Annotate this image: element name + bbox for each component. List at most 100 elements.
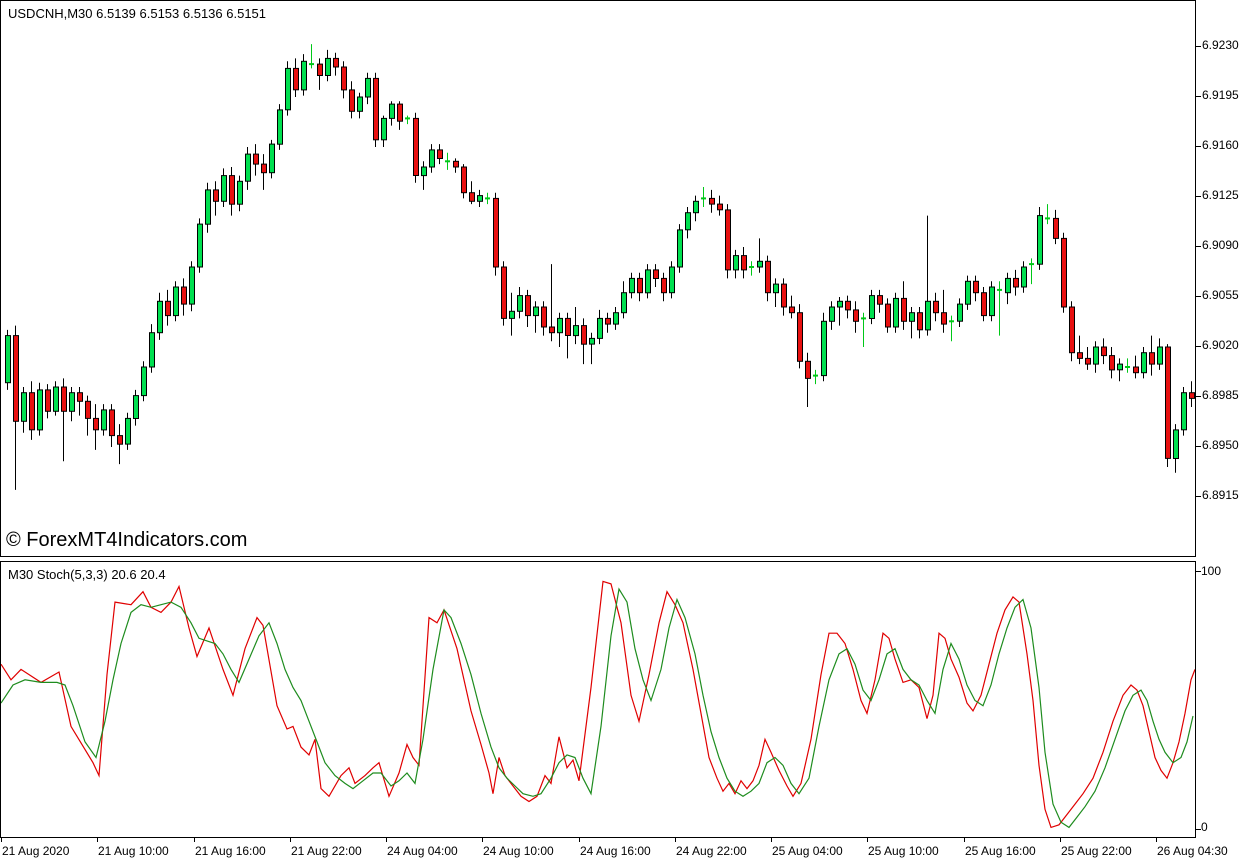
candle [141,361,147,402]
time-axis-label: 25 Aug 16:00 [965,844,1036,858]
candle [173,281,179,322]
candlestick-chart[interactable] [1,1,1195,556]
candle [757,238,763,273]
candle [1181,387,1187,436]
time-axis-label: 25 Aug 10:00 [868,844,939,858]
candle [933,292,939,322]
candle [1173,424,1179,473]
indicator-scale-max: 100 [1201,564,1222,578]
candle [125,412,131,450]
candle [597,309,603,345]
candle [445,152,450,170]
price-tick [1196,396,1201,397]
time-tick [579,838,580,842]
candle [245,147,251,190]
time-tick [675,838,676,842]
candle [165,289,171,326]
candle [669,261,675,299]
candle [901,281,907,330]
candle [941,289,947,333]
candle [381,115,387,147]
candle [397,101,403,130]
price-tick [1196,446,1201,447]
candle [229,167,235,216]
candle [253,144,259,176]
candle [717,195,723,216]
candle [61,378,67,462]
candle [741,247,747,279]
price-tick [1196,46,1201,47]
indicator-tick [1196,571,1201,572]
candle [221,168,227,207]
candle [981,287,987,322]
candle [309,44,314,69]
candle [1069,301,1075,362]
price-axis-label: 6.9195 [1202,88,1239,102]
candle [357,92,363,119]
stochastic-chart[interactable] [1,562,1195,837]
candle [877,289,883,313]
price-axis-label: 6.9230 [1202,38,1239,52]
candle [189,261,195,312]
time-tick [867,838,868,842]
candle [621,281,627,319]
price-axis-label: 6.8985 [1202,388,1239,402]
candle [1029,258,1034,285]
candle [1061,232,1067,313]
time-tick [1,838,2,842]
candle [109,404,115,447]
candle [629,272,635,299]
candle [709,189,715,213]
price-tick [1196,146,1201,147]
candle [469,181,475,205]
candle [533,301,539,333]
candle [1149,335,1155,376]
time-axis-label: 24 Aug 10:00 [483,844,554,858]
candle [1085,347,1091,370]
candle [1141,347,1147,379]
candle [1013,269,1019,296]
candle [1125,358,1130,373]
candle [485,192,490,205]
time-axis-label: 25 Aug 22:00 [1061,844,1132,858]
watermark: © ForexMT4Indicators.com [6,529,248,551]
price-axis-label: 6.9020 [1202,338,1239,352]
candle [117,424,123,465]
candle [333,52,339,76]
time-tick [194,838,195,842]
main-chart-pane[interactable]: USDCNH,M30 6.5139 6.5153 6.5136 6.5151 ©… [0,0,1196,557]
candle [509,292,515,336]
candle [101,404,107,436]
price-axis-label: 6.9090 [1202,238,1239,252]
candle [453,158,459,173]
candle [501,261,507,326]
candle [853,301,859,333]
candle [789,295,795,319]
indicator-scale-min: 0 [1201,820,1208,834]
candle [237,175,243,212]
indicator-pane[interactable]: M30 Stoch(5,3,3) 20.6 20.4 [0,561,1196,838]
candle [477,189,483,207]
candle [1005,272,1011,305]
candle [365,72,371,105]
candle [749,261,754,276]
candle [413,112,419,183]
time-tick [386,838,387,842]
candle [429,144,435,173]
candle [421,161,427,190]
candle [573,307,579,345]
candle [1189,381,1195,407]
time-tick [1156,838,1157,842]
candle [869,289,875,325]
candle [565,312,571,359]
candle [269,139,275,179]
candle [949,315,954,342]
candle [37,382,43,436]
candle [213,181,219,216]
candle [821,312,827,382]
candle [13,325,19,490]
price-tick [1196,296,1201,297]
price-axis-label: 6.9055 [1202,288,1239,302]
candle [605,312,611,333]
